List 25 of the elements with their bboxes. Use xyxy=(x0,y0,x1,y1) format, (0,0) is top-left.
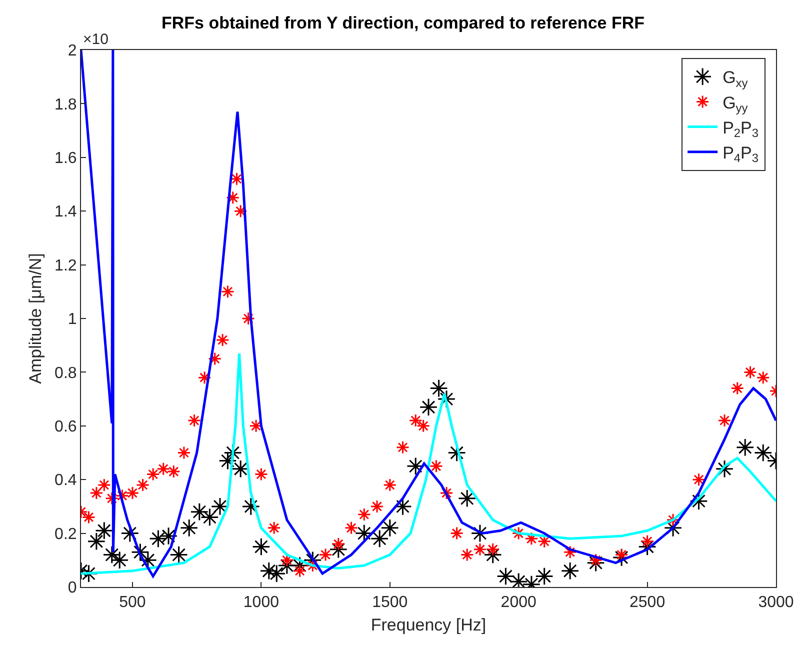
y-tick-label: 0.8 xyxy=(54,364,77,382)
y-tick-label: 0 xyxy=(68,580,77,597)
x-tick-label: 500 xyxy=(119,594,146,612)
y-tick-label: 0.6 xyxy=(54,418,77,436)
chart-title: FRFs obtained from Y direction, compared to reference FRF xyxy=(161,13,645,32)
legend-label: G$_{xy}$ xyxy=(722,68,748,90)
x-tick-label: 3000 xyxy=(758,594,794,612)
y-tick-label: 1.8 xyxy=(54,96,77,114)
legend-label: P$_{2}$P$_{3}$ xyxy=(722,118,759,140)
y-axis-title: Amplitude [μm/N] xyxy=(26,253,46,384)
x-tick-label: 1500 xyxy=(372,594,408,612)
y-tick-label: 2 xyxy=(68,42,77,60)
text: ×10 xyxy=(83,31,108,48)
y-tick-label: 1 xyxy=(68,311,77,328)
y-tick-label: 1.2 xyxy=(54,257,77,274)
y-tick-label: 0.4 xyxy=(54,472,77,490)
legend-label: P$_{4}$P$_{3}$ xyxy=(722,144,759,166)
x-axis-title: Frequency [Hz] xyxy=(370,616,486,635)
x-tick-label: 2000 xyxy=(500,594,536,612)
x-tick-label: 2500 xyxy=(630,594,666,612)
y-tick-label: 1.4 xyxy=(54,204,77,221)
y-tick-label: 1.6 xyxy=(54,150,77,167)
x-tick-label: 1000 xyxy=(243,594,280,612)
legend-label: G$_{yy}$ xyxy=(722,93,748,115)
y-tick-label: 0.2 xyxy=(54,526,77,543)
